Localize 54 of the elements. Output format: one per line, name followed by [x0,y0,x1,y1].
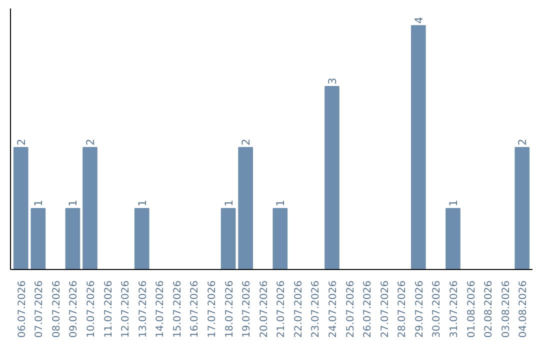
data-label: 2 [84,138,98,146]
data-label: 1 [66,200,80,207]
x-tick-label: 14.07.2026 [155,280,166,338]
data-label: 1 [274,200,288,207]
x-tick-label: 26.07.2026 [362,280,374,338]
x-tick-label: 06.07.2026 [16,280,28,338]
x-tick-label: 27.07.2026 [380,280,391,338]
x-tick-label: 13.07.2026 [138,280,149,338]
x-tick-label: 30.07.2026 [432,280,443,338]
bar [514,147,530,270]
x-tick-label: 04.08.2026 [518,280,530,338]
data-label: 4 [412,16,426,24]
x-tick-label: 23.07.2026 [310,280,322,338]
bar [82,147,98,270]
data-label: 2 [14,138,28,146]
bar [134,208,150,270]
x-tick-label: 02.08.2026 [484,280,495,338]
x-tick-label: 28.07.2026 [397,280,408,338]
x-tick-label: 20.07.2026 [258,280,270,338]
x-tick-label: 21.07.2026 [276,280,288,338]
x-tick-label: 12.07.2026 [120,280,132,338]
x-tick-label: 01.08.2026 [466,280,478,338]
x-tick-label: 15.07.2026 [172,280,184,338]
data-label: 1 [136,200,149,207]
bar [411,25,426,270]
x-tick-label: 07.07.2026 [34,280,46,338]
data-label: 3 [326,78,339,85]
bar [446,208,460,270]
x-tick-label: 08.07.2026 [51,280,62,338]
x-tick-label: 17.07.2026 [207,280,218,338]
data-label: 1 [222,200,236,207]
x-tick-label: 16.07.2026 [190,280,201,338]
x-tick-label: 24.07.2026 [328,280,339,338]
bar [30,208,46,270]
x-tick-label: 09.07.2026 [68,280,80,338]
bar [220,208,236,270]
data-label: 2 [240,138,253,146]
x-tick-label: 31.07.2026 [448,280,460,338]
bar [65,208,80,270]
x-tick-label: 03.08.2026 [500,280,512,338]
x-tick-label: 19.07.2026 [242,280,253,338]
x-tick-label: 25.07.2026 [345,280,356,338]
data-label: 1 [446,200,460,207]
bar [324,86,340,270]
bar [238,147,253,270]
bar [13,147,28,270]
x-tick-label: 18.07.2026 [224,280,236,338]
bar [272,208,288,270]
x-tick-label: 29.07.2026 [414,280,426,338]
x-tick-label: 22.07.2026 [293,280,304,338]
x-tick-label: 11.07.2026 [103,280,114,338]
x-tick-label: 10.07.2026 [86,280,98,338]
data-label: 2 [516,138,530,146]
data-label: 1 [32,200,46,207]
